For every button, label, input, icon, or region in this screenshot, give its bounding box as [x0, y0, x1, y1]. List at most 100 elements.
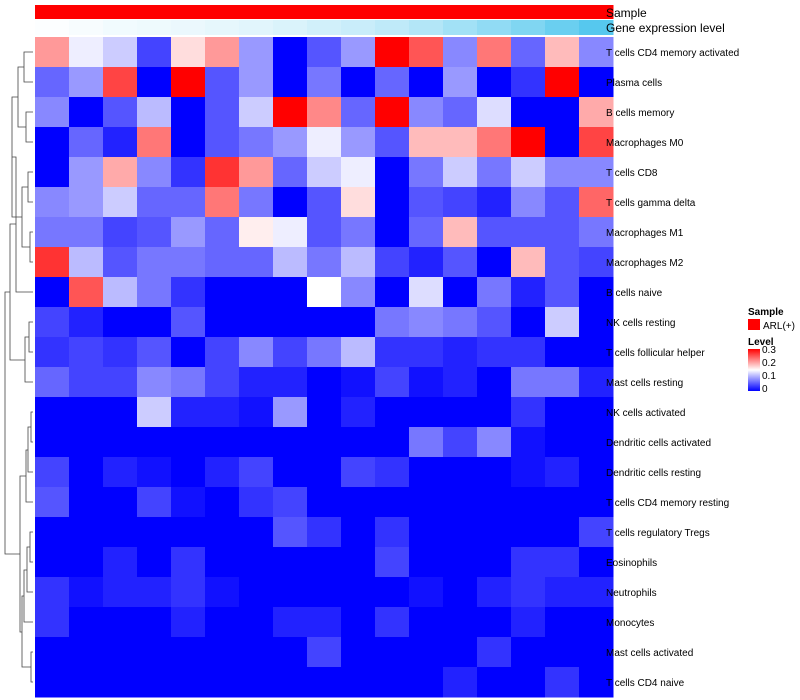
heatmap-cell	[511, 577, 546, 608]
heatmap-cell	[171, 487, 206, 518]
heatmap-cell	[545, 637, 580, 668]
heatmap-cell	[307, 517, 342, 548]
heatmap-cell	[409, 457, 444, 488]
heatmap-cell	[477, 277, 512, 308]
heatmap-cell	[137, 97, 172, 128]
level-legend-title: Level	[748, 337, 774, 348]
heatmap-cell	[69, 37, 104, 68]
sample-track-cell	[273, 5, 308, 19]
heatmap-cell	[69, 97, 104, 128]
heatmap-cell	[443, 397, 478, 428]
heatmap-cell	[273, 187, 308, 218]
heatmap-cell	[545, 607, 580, 638]
heatmap-cell	[579, 307, 614, 338]
heatmap-cell	[273, 667, 308, 698]
heatmap-cell	[307, 217, 342, 248]
heatmap-cell	[137, 397, 172, 428]
heatmap-cell	[579, 337, 614, 368]
heatmap-cell	[205, 127, 240, 158]
heatmap-cell	[545, 127, 580, 158]
heatmap-cell	[341, 97, 376, 128]
heatmap-cell	[171, 247, 206, 278]
heatmap-cell	[239, 187, 274, 218]
heatmap-cell	[239, 517, 274, 548]
heatmap-cell	[69, 427, 104, 458]
heatmap-cell	[443, 187, 478, 218]
heatmap-cell	[409, 427, 444, 458]
heatmap-cell	[545, 577, 580, 608]
heatmap-cell	[69, 487, 104, 518]
sample-legend-title: Sample	[748, 307, 784, 318]
heatmap-cell	[137, 247, 172, 278]
heatmap-cell	[205, 607, 240, 638]
heatmap-cell	[273, 517, 308, 548]
gene-track-cell	[239, 20, 274, 35]
heatmap-cell	[307, 307, 342, 338]
heatmap-cell	[375, 127, 410, 158]
heatmap-cell	[409, 157, 444, 188]
heatmap-cell	[205, 337, 240, 368]
heatmap-cell	[35, 487, 70, 518]
heatmap-cell	[69, 637, 104, 668]
heatmap-cell	[69, 307, 104, 338]
heatmap-cell	[545, 367, 580, 398]
heatmap-cell	[273, 307, 308, 338]
heatmap-cell	[171, 517, 206, 548]
heatmap-cell	[273, 367, 308, 398]
heatmap-cell	[205, 277, 240, 308]
heatmap-cell	[375, 637, 410, 668]
heatmap-cell	[341, 547, 376, 578]
row-label: T cells CD4 memory activated	[606, 48, 739, 59]
heatmap-cell	[579, 37, 614, 68]
gene-track-cell	[375, 20, 410, 35]
heatmap-cell	[239, 487, 274, 518]
heatmap-cell	[375, 157, 410, 188]
heatmap-cell	[545, 397, 580, 428]
heatmap-cell	[511, 67, 546, 98]
heatmap-cell	[307, 577, 342, 608]
heatmap-cell	[103, 667, 138, 698]
heatmap-cell	[477, 367, 512, 398]
heatmap-cell	[341, 127, 376, 158]
heatmap-cell	[137, 127, 172, 158]
heatmap-cell	[341, 457, 376, 488]
heatmap-cell	[579, 67, 614, 98]
heatmap-cell	[137, 157, 172, 188]
heatmap-cell	[579, 187, 614, 218]
heatmap-cell	[375, 277, 410, 308]
heatmap-cell	[341, 577, 376, 608]
heatmap-cell	[511, 37, 546, 68]
heatmap-cell	[409, 97, 444, 128]
heatmap-cell	[511, 367, 546, 398]
heatmap-cell	[171, 607, 206, 638]
heatmap-cell	[341, 607, 376, 638]
heatmap-cell	[205, 157, 240, 188]
gene-track-cell	[511, 20, 546, 35]
heatmap-cell	[171, 547, 206, 578]
heatmap-cell	[477, 397, 512, 428]
heatmap-cell	[579, 247, 614, 278]
heatmap-cell	[307, 67, 342, 98]
row-label: Monocytes	[606, 618, 654, 629]
heatmap-cell	[477, 517, 512, 548]
heatmap-cell	[35, 217, 70, 248]
heatmap-cell	[35, 97, 70, 128]
heatmap-cell	[579, 667, 614, 698]
sample-legend-swatch	[748, 319, 760, 330]
heatmap-cell	[375, 487, 410, 518]
sample-track-cell	[579, 5, 614, 19]
heatmap-cell	[273, 637, 308, 668]
heatmap-cell	[409, 397, 444, 428]
heatmap-cell	[103, 367, 138, 398]
heatmap-cell	[477, 547, 512, 578]
heatmap-cell	[103, 487, 138, 518]
heatmap-cell	[375, 187, 410, 218]
heatmap-cell	[443, 97, 478, 128]
heatmap-cell	[171, 427, 206, 458]
heatmap-cell	[477, 67, 512, 98]
heatmap-cell	[171, 577, 206, 608]
heatmap-cell	[443, 337, 478, 368]
heatmap-cell	[375, 307, 410, 338]
heatmap-cell	[545, 337, 580, 368]
heatmap-cell	[409, 127, 444, 158]
